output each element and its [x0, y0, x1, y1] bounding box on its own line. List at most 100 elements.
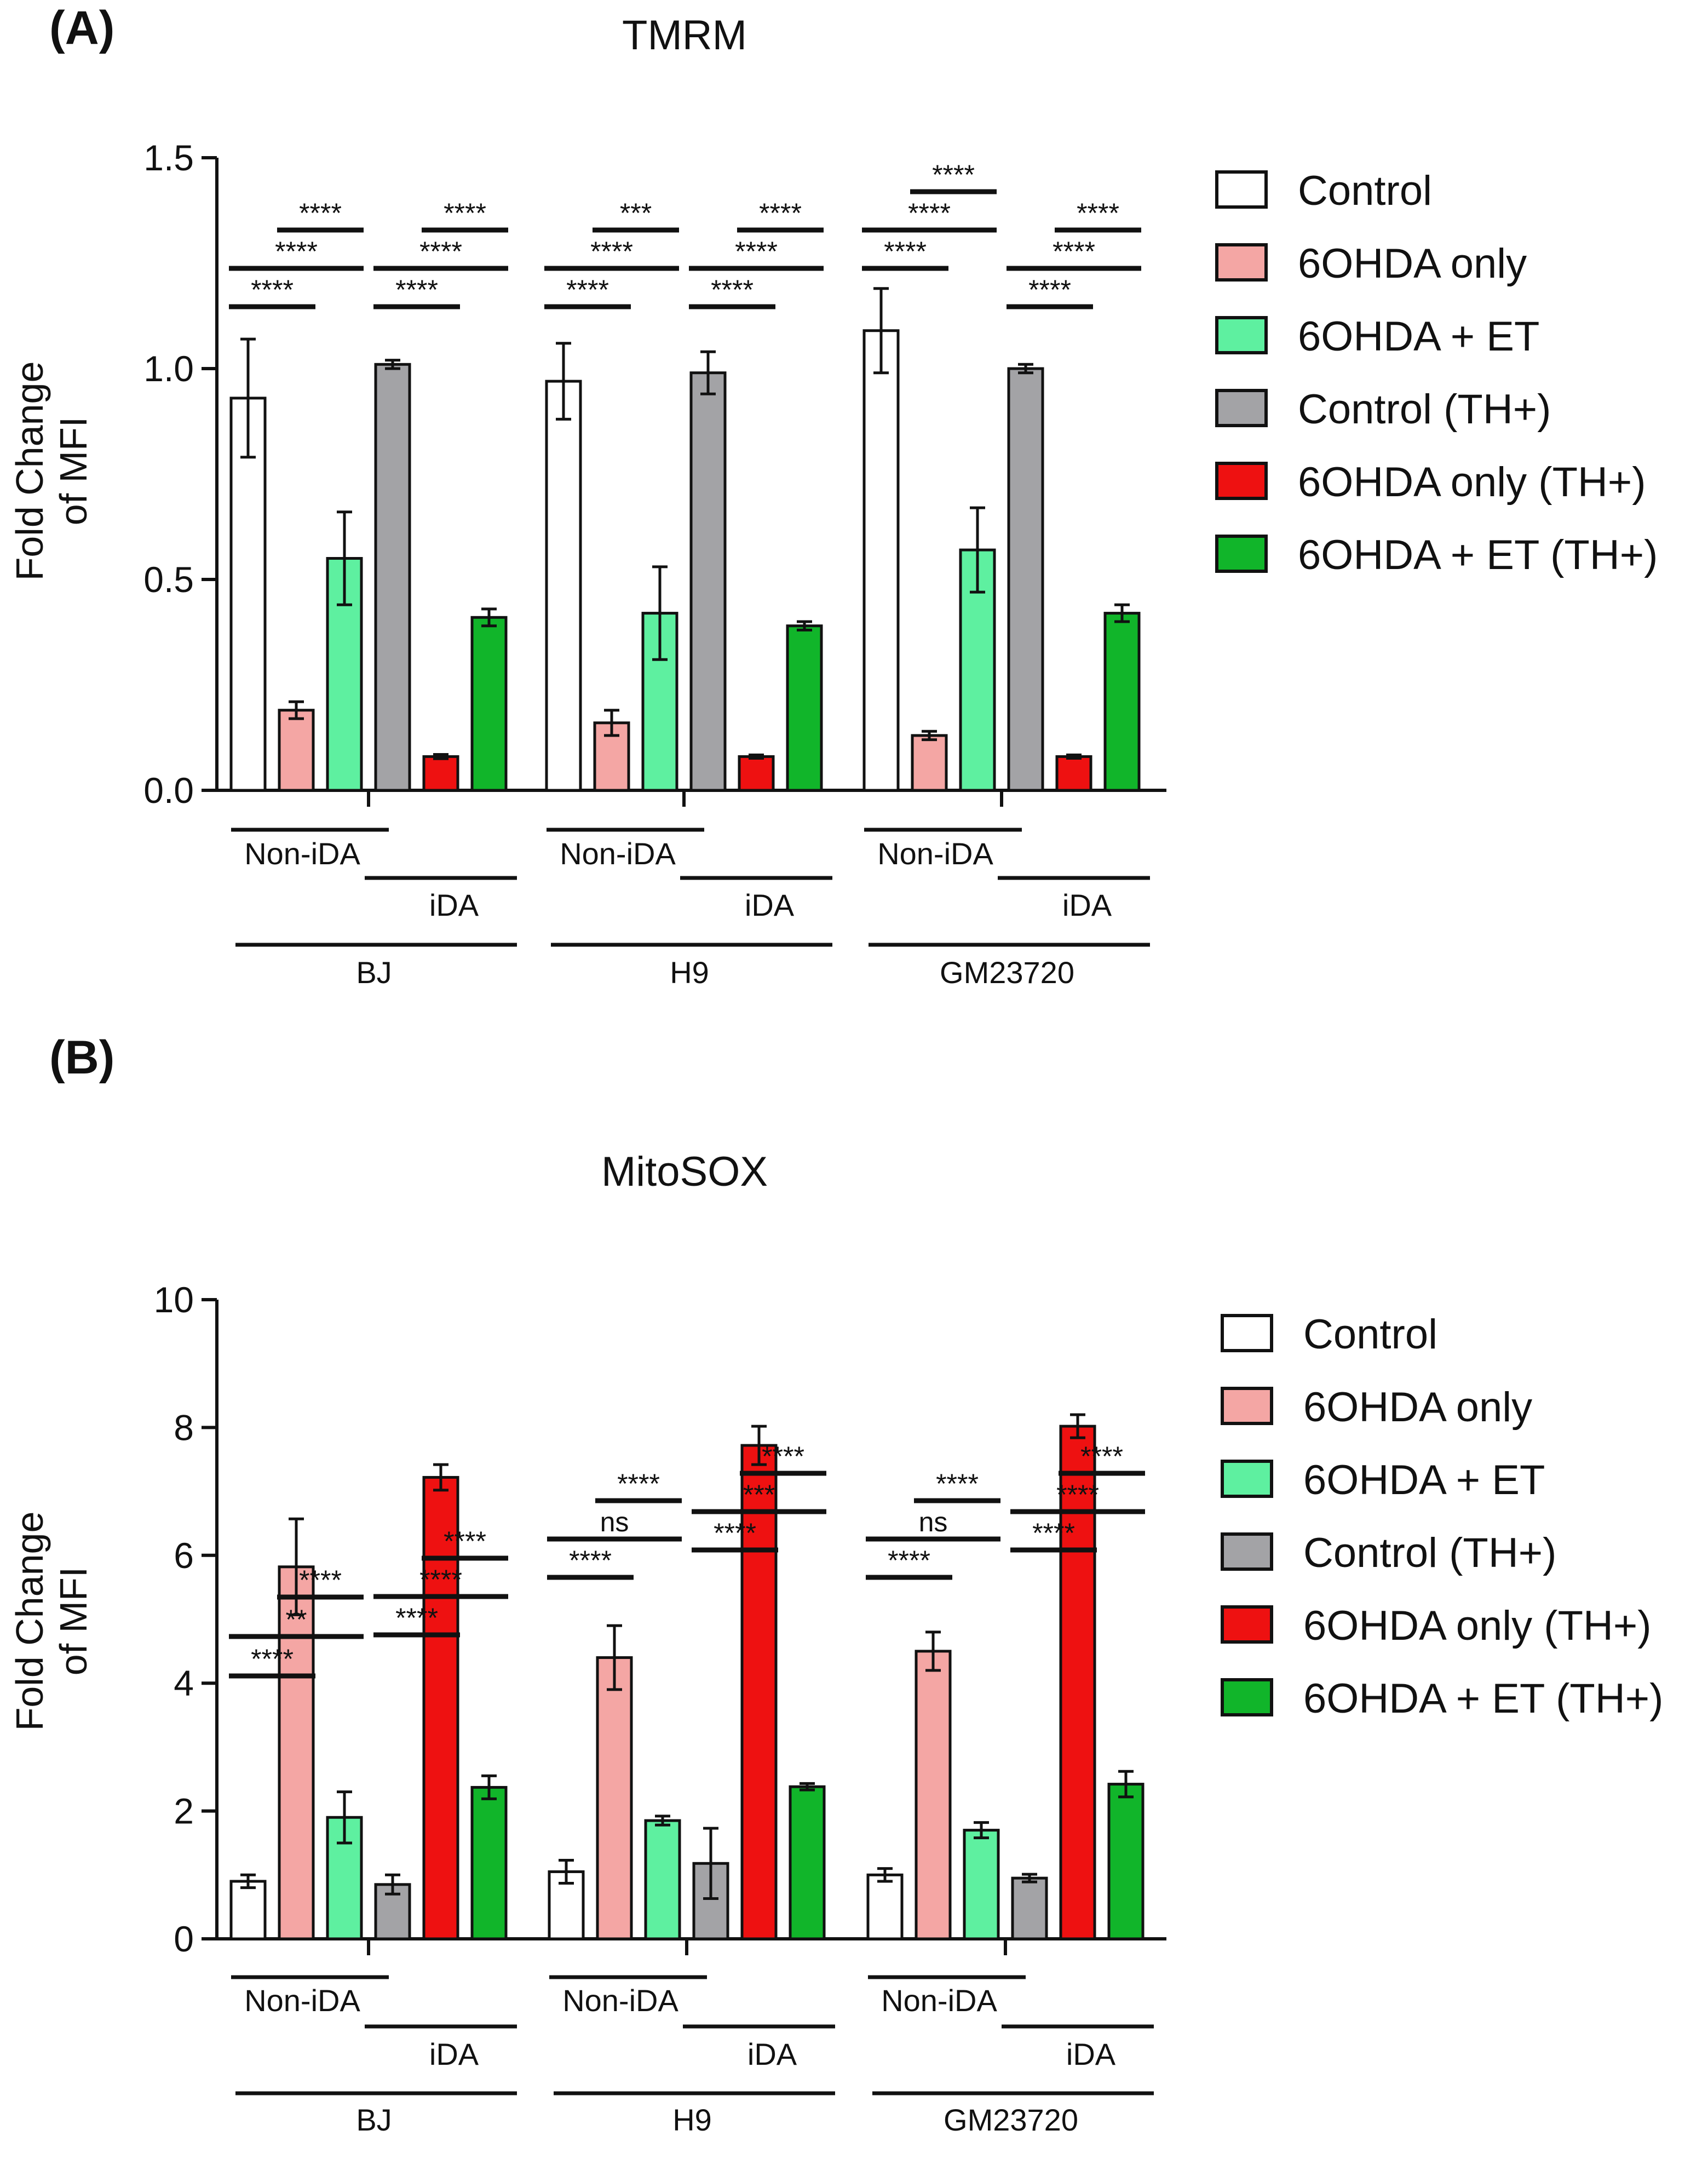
significance-label: ***	[743, 1479, 775, 1510]
legend-swatch	[1221, 1314, 1273, 1352]
bar	[229, 397, 267, 792]
bar	[738, 755, 775, 792]
legend-label: 6OHDA only (TH+)	[1298, 459, 1646, 506]
significance-label: ****	[1053, 236, 1095, 267]
ida-label: iDA	[1062, 888, 1112, 922]
non-ida-label: Non-iDA	[244, 1983, 360, 2018]
legend-swatch	[1221, 1460, 1273, 1498]
significance-label: ****	[299, 1565, 342, 1595]
bar	[548, 1870, 585, 1940]
cell-line-label: H9	[672, 2103, 712, 2137]
significance-label: ****	[1032, 1518, 1075, 1548]
significance-label: ****	[395, 274, 438, 305]
bar	[278, 709, 315, 792]
significance-label: ****	[714, 1518, 756, 1548]
bar	[963, 1829, 1000, 1940]
significance-label: ****	[566, 274, 609, 305]
legend-swatch	[1215, 535, 1268, 573]
legend-label: Control (TH+)	[1303, 1530, 1556, 1576]
bar	[229, 1880, 267, 1940]
bar	[278, 1565, 315, 1940]
significance-label: ****	[1077, 198, 1119, 228]
significance-label: ns	[600, 1507, 629, 1537]
y-tick-label: 1.0	[143, 348, 194, 389]
y-tick-label: 4	[174, 1663, 194, 1703]
bar	[374, 363, 411, 792]
significance-label: ****	[884, 236, 927, 267]
y-tick-label: 0.0	[143, 770, 194, 811]
significance-label: ****	[419, 1564, 462, 1595]
ida-label: iDA	[745, 888, 795, 922]
significance-label: ****	[444, 1526, 486, 1557]
bar	[470, 1785, 508, 1940]
legend-swatch	[1215, 462, 1268, 500]
legend-label: 6OHDA only (TH+)	[1303, 1603, 1652, 1649]
y-tick-label: 1.5	[143, 137, 194, 178]
bar	[596, 1656, 633, 1940]
significance-label: ****	[735, 236, 778, 267]
non-ida-label: Non-iDA	[244, 836, 360, 871]
legend-swatch	[1221, 1678, 1273, 1716]
legend-label: Control	[1298, 168, 1432, 214]
legend-label: 6OHDA + ET (TH+)	[1298, 532, 1658, 578]
legend-swatch	[1215, 170, 1268, 209]
significance-label: ****	[299, 198, 342, 228]
significance-label: ****	[711, 274, 754, 305]
significance-label: **	[286, 1604, 307, 1635]
cell-line-label: BJ	[356, 955, 392, 990]
cell-line-label: GM23720	[940, 955, 1074, 990]
y-tick-label: 10	[154, 1279, 194, 1320]
non-ida-label: Non-iDA	[881, 1983, 997, 2018]
legend-label: Control (TH+)	[1298, 386, 1551, 433]
significance-label: ****	[936, 1468, 979, 1499]
cell-line-label: H9	[670, 955, 709, 990]
significance-label: ****	[759, 198, 802, 228]
legend-label: 6OHDA + ET (TH+)	[1303, 1675, 1663, 1722]
panel-label: (A)	[49, 2, 114, 54]
bar	[1055, 755, 1092, 792]
ida-label: iDA	[429, 2037, 479, 2071]
y-tick-label: 6	[174, 1535, 194, 1576]
bar	[866, 1873, 904, 1940]
bar	[862, 329, 900, 792]
legend-swatch	[1215, 316, 1268, 354]
y-axis-title-line: Fold Change	[8, 361, 51, 581]
legend-swatch	[1215, 389, 1268, 427]
significance-label: ****	[932, 159, 975, 190]
significance-label: ****	[908, 198, 951, 228]
legend-label: 6OHDA only	[1303, 1384, 1532, 1431]
y-tick-label: 0	[174, 1919, 194, 1959]
significance-label: ****	[590, 236, 633, 267]
significance-label: ****	[251, 1644, 294, 1674]
cell-line-label: GM23720	[944, 2103, 1078, 2137]
y-axis-title-line: Fold Change	[8, 1512, 51, 1731]
chart-title: MitoSOX	[601, 1149, 768, 1195]
significance-label: ****	[617, 1468, 660, 1499]
non-ida-label: Non-iDA	[877, 836, 993, 871]
y-tick-label: 2	[174, 1791, 194, 1831]
legend-swatch	[1221, 1605, 1273, 1644]
significance-label: ***	[620, 198, 652, 228]
ida-label: iDA	[1066, 2037, 1116, 2071]
significance-label: ****	[888, 1545, 930, 1576]
panel-label: (B)	[49, 1031, 114, 1084]
significance-label: ****	[275, 236, 318, 267]
legend-swatch	[1221, 1532, 1273, 1571]
bar	[1103, 612, 1141, 792]
legend-label: Control	[1303, 1311, 1437, 1358]
legend-swatch	[1215, 243, 1268, 282]
bar	[786, 624, 823, 792]
significance-label: ****	[762, 1441, 804, 1472]
legend-label: 6OHDA + ET	[1298, 313, 1539, 360]
chart-title: TMRM	[622, 12, 747, 59]
ida-label: iDA	[747, 2037, 797, 2071]
bar	[1107, 1783, 1145, 1940]
significance-label: ****	[1028, 274, 1071, 305]
significance-label: ****	[1080, 1441, 1123, 1472]
significance-label: ****	[444, 198, 486, 228]
legend-label: 6OHDA only	[1298, 240, 1527, 287]
bar	[689, 371, 727, 792]
non-ida-label: Non-iDA	[560, 836, 676, 871]
significance-label: ns	[919, 1507, 948, 1537]
bar	[789, 1785, 826, 1940]
